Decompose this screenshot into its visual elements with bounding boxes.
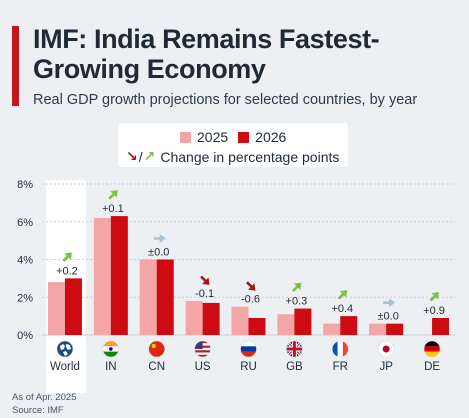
change-arrow-down-icon [246, 281, 256, 291]
bar-2025-jp [369, 323, 387, 335]
footer-note: As of Apr. 2025 [12, 392, 77, 403]
change-label: -0.6 [241, 294, 260, 306]
change-label: -0.1 [195, 288, 214, 300]
change-label: ±0.0 [148, 247, 169, 259]
change-arrow-up-icon [291, 282, 302, 293]
legend-item-2025: 2025 [180, 129, 228, 145]
bar-2025-fr [323, 323, 341, 335]
change-arrow-up-icon [429, 292, 440, 302]
legend-swatch-2025 [180, 131, 191, 143]
bar-2025-us [185, 301, 203, 335]
flag-us-icon [194, 340, 211, 358]
legend-label-2026: 2026 [255, 129, 287, 145]
x-tick-label: GB [286, 361, 303, 373]
x-tick-label: DE [424, 361, 440, 373]
legend-change-row: ↘ / ↗ Change in percentage points [126, 148, 339, 165]
flag-de-icon [423, 340, 441, 358]
legend-label-2025: 2025 [197, 129, 229, 145]
y-tick-label: 0% [17, 330, 33, 342]
change-label: +0.4 [331, 303, 353, 315]
arrow-down-icon: ↘ [126, 148, 138, 164]
bar-2026-jp [386, 323, 404, 335]
y-tick-label: 2% [17, 292, 33, 304]
bar-2026-in [110, 216, 128, 335]
footer-source: Source: IMF [12, 405, 64, 416]
legend: 2025 2026 ↘ / ↗ Change in percentage poi… [118, 123, 348, 167]
change-arrow-up-icon [108, 190, 118, 200]
x-tick-label: CN [148, 361, 165, 373]
bar-2025-gb [277, 314, 295, 335]
x-tick-label: World [50, 361, 80, 373]
chart-subtitle: Real GDP growth projections for selected… [33, 92, 418, 108]
flag-fr-icon [331, 340, 349, 358]
legend-separator: / [138, 148, 143, 165]
change-arrow-flat-icon [153, 234, 166, 243]
x-tick-label: JP [379, 361, 393, 373]
change-label: +0.1 [102, 203, 124, 215]
globe-icon [56, 340, 74, 358]
bar-2025-ru [231, 306, 249, 335]
legend-item-2026: 2026 [238, 129, 286, 145]
chart-title: IMF: India Remains Fastest-Growing Econo… [33, 24, 380, 84]
bar-2025-world [47, 282, 65, 335]
bar-2026-world [64, 278, 82, 335]
x-tick-label: RU [240, 361, 257, 373]
bar-2026-cn [156, 259, 174, 335]
x-tick-label: FR [333, 361, 348, 373]
bar-2026-ru [248, 318, 266, 335]
flag-gb-icon [286, 340, 303, 358]
change-arrow-flat-icon [383, 298, 396, 308]
flag-in-icon [102, 340, 120, 358]
bar-2025-in [93, 217, 111, 335]
change-arrow-down-icon [200, 275, 210, 285]
y-tick-label: 4% [17, 255, 33, 267]
change-arrow-up-icon [337, 290, 348, 300]
y-tick-label: 6% [17, 217, 33, 229]
bar-2026-fr [340, 316, 358, 335]
change-label: ±0.0 [377, 311, 398, 323]
bar-2026-de [432, 318, 450, 335]
bar-2025-cn [139, 259, 157, 335]
title-accent-bar [12, 26, 19, 106]
arrow-up-icon: ↗ [143, 148, 156, 164]
change-arrow-up-icon [62, 252, 72, 262]
flag-ru-icon [240, 340, 257, 358]
x-tick-label: US [195, 361, 211, 373]
flag-jp-icon [377, 340, 395, 358]
change-label: +0.2 [56, 265, 78, 277]
legend-swatch-2026 [238, 131, 250, 143]
x-tick-label: IN [105, 361, 117, 373]
bar-2026-us [202, 302, 220, 335]
change-label: +0.3 [286, 296, 308, 308]
legend-change-label: Change in percentage points [160, 148, 340, 165]
flag-cn-icon [148, 340, 166, 358]
y-tick-label: 8% [17, 179, 33, 191]
change-label: +0.9 [423, 305, 445, 317]
legend-series-row: 2025 2026 [180, 129, 296, 145]
bar-2026-gb [294, 308, 312, 335]
